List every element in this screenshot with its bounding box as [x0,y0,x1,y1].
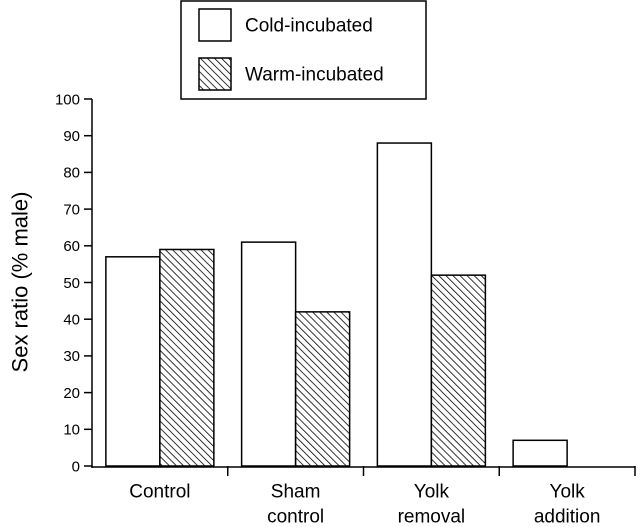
legend-label-cold: Cold-incubated [245,16,373,37]
y-tick-label: 80 [63,165,80,182]
x-category-label: Yolk [550,482,586,503]
bar-warm-incubated [430,274,487,467]
y-tick-label: 0 [72,458,80,475]
y-tick-label: 40 [63,311,80,328]
y-tick-label: 90 [63,128,80,145]
bar-cold-incubated [240,241,297,467]
x-axis-ticks [227,466,636,476]
y-tick-label: 60 [63,238,80,255]
y-axis-title: Sex ratio (% male) [8,192,33,373]
y-tick-label: 70 [63,201,80,218]
bar-warm-incubated [294,311,351,467]
y-tick-label: 10 [63,422,80,439]
bar-cold-incubated [512,439,568,467]
x-category-label: removal [398,507,466,527]
legend-label-warm: Warm-incubated [245,65,384,86]
y-tick-label: 50 [63,275,80,292]
y-axis-ticks: 0 10 20 30 40 50 60 70 80 90 100 [55,91,92,475]
x-category-label: Sham [271,482,321,503]
legend-swatch-warm [198,57,232,91]
bars [105,142,568,467]
legend-swatch-cold [198,8,232,42]
bar-cold-incubated [105,256,161,467]
x-category-label: control [267,507,324,527]
y-tick-label: 20 [63,385,80,402]
legend: Cold-incubated Warm-incubated [180,0,427,100]
x-category-label: Yolk [414,482,450,503]
y-tick-label: 100 [55,91,80,108]
x-axis-labels: Control Sham control Yolk removal Yolk additio… [129,482,600,527]
bar-warm-incubated [159,248,215,467]
x-category-label: addition [534,507,601,527]
y-tick-label: 30 [63,348,80,365]
bar-cold-incubated [376,142,433,467]
x-category-label: Control [129,482,190,503]
